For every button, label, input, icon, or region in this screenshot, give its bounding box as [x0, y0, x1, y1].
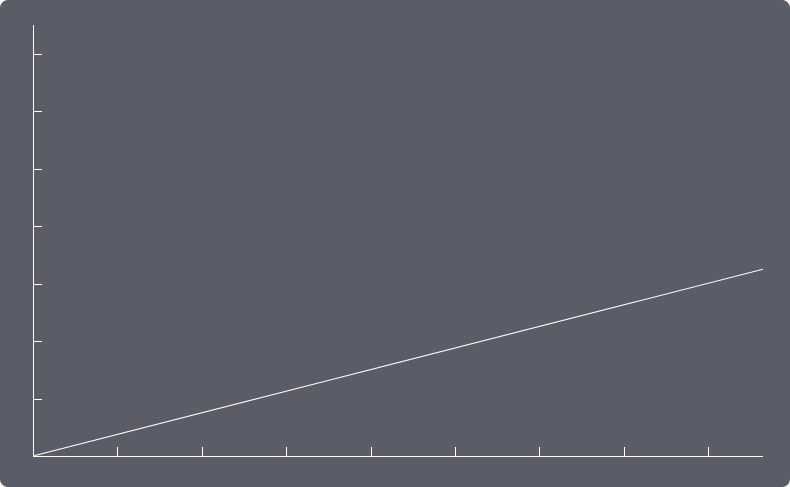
series-group — [32, 268, 764, 457]
x-ticks — [117, 447, 709, 456]
y-ticks — [33, 54, 42, 400]
series-line-1 — [32, 268, 764, 457]
